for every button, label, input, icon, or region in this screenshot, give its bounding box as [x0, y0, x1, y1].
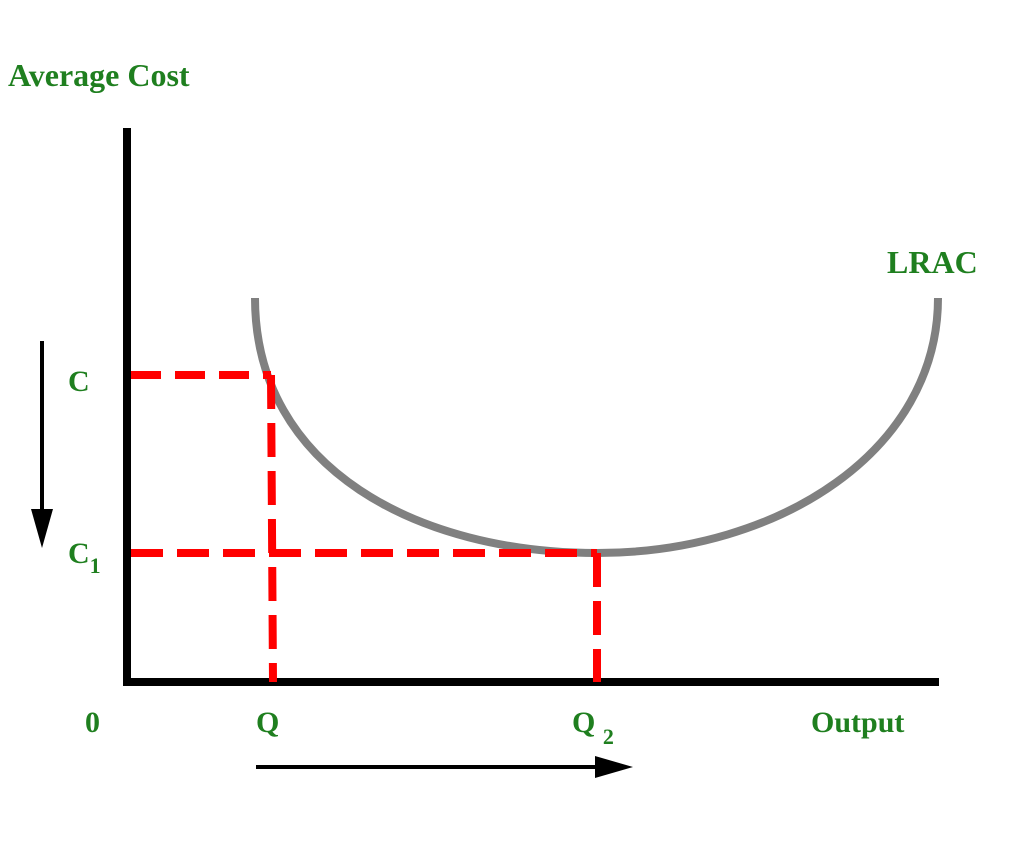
lrac-curve: [251, 297, 942, 558]
output-q-guide: [267, 374, 277, 683]
output-increase-arrow-head: [595, 756, 633, 778]
output-q2-label-sub: 2: [602, 724, 614, 749]
output-q2-label-base: Q: [572, 706, 603, 739]
lrac-curve-label: LRAC: [887, 244, 978, 280]
x-axis-label: Output: [811, 706, 905, 739]
cost-c-label-base: C: [68, 365, 90, 398]
output-q-label-base: Q: [256, 706, 280, 739]
output-q2-label: Q 2: [572, 706, 614, 748]
cost-c1-label-base: C: [68, 537, 90, 570]
cost-c-label: C: [68, 367, 90, 397]
y-axis-label: Average Cost: [8, 57, 190, 93]
cost-c1-label: C1: [68, 537, 101, 577]
output-q-label: Q: [256, 708, 279, 738]
cost-decrease-arrow-head: [31, 509, 53, 548]
origin-label: 0: [85, 706, 100, 739]
cost-c1-label-sub: 1: [89, 553, 101, 578]
